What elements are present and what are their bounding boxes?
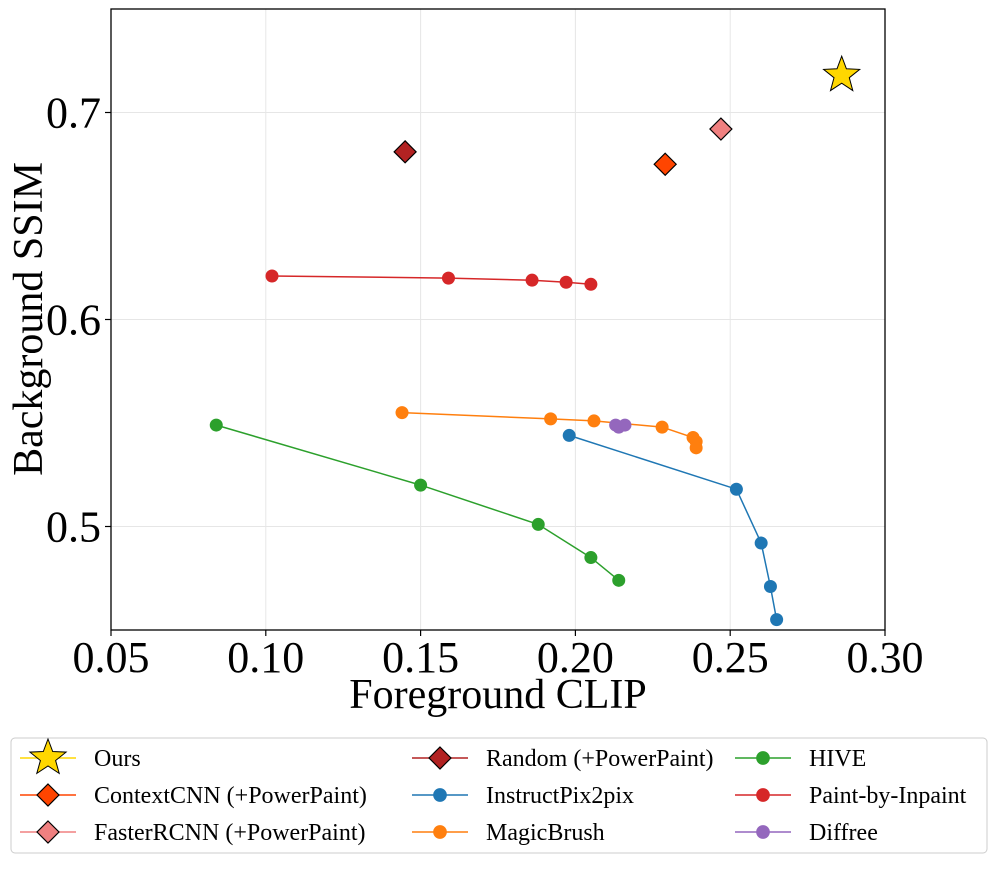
y-tick-label: 0.5 — [46, 503, 101, 552]
y-tick-label: 0.6 — [46, 296, 101, 345]
data-point — [709, 117, 733, 141]
x-tick-label: 0.25 — [692, 633, 769, 682]
data-point — [587, 414, 601, 428]
grid — [110, 9, 886, 630]
data-point — [653, 152, 678, 177]
legend-label: Paint-by-Inpaint — [809, 783, 967, 809]
legend-item: HIVE — [735, 746, 866, 772]
y-tick-label: 0.7 — [46, 89, 101, 138]
legend-item: Random (+PowerPaint) — [412, 746, 714, 772]
series — [209, 54, 862, 627]
data-point — [544, 412, 558, 426]
legend-marker — [756, 825, 770, 839]
series-instructpix2pix — [562, 428, 784, 627]
x-axis-label: Foreground CLIP — [349, 672, 647, 718]
series-line — [216, 424, 620, 581]
data-point — [729, 482, 743, 496]
series-contextcnn-powerpaint — [653, 152, 678, 177]
data-point — [655, 420, 669, 434]
legend-item: Diffree — [735, 820, 878, 846]
y-axis-label: Background SSIM — [6, 162, 52, 476]
legend-marker — [756, 751, 770, 765]
data-point — [393, 139, 417, 164]
legend-label: Diffree — [809, 820, 878, 846]
data-point — [209, 418, 223, 432]
legend-label: MagicBrush — [486, 820, 605, 846]
legend-marker — [36, 783, 60, 807]
data-point — [822, 54, 862, 92]
data-point — [414, 478, 428, 492]
data-point — [584, 551, 598, 565]
series-hive — [209, 418, 626, 587]
legend-item: ContextCNN (+PowerPaint) — [20, 783, 367, 809]
data-point — [559, 275, 573, 289]
data-point — [763, 580, 777, 594]
legend-item: FasterRCNN (+PowerPaint) — [20, 820, 366, 846]
legend-label: InstructPix2pix — [486, 783, 634, 809]
data-point — [562, 428, 576, 442]
series-diffree — [609, 418, 632, 434]
data-point — [689, 441, 703, 455]
data-point — [770, 613, 784, 627]
legend-item: MagicBrush — [412, 820, 605, 846]
series-magicbrush — [395, 406, 703, 455]
data-point — [265, 269, 279, 283]
data-point — [441, 271, 455, 285]
legend-item: InstructPix2pix — [412, 783, 634, 809]
legend-label: FasterRCNN (+PowerPaint) — [94, 820, 366, 846]
legend-marker — [428, 746, 452, 770]
series-ours — [822, 54, 862, 92]
legend-marker — [433, 788, 447, 802]
data-point — [754, 536, 768, 550]
legend-label: HIVE — [809, 746, 866, 772]
legend: Ours ContextCNN (+PowerPaint) FasterRCNN (… — [10, 737, 988, 854]
x-tick-label: 0.10 — [227, 633, 304, 682]
legend-item: Ours — [20, 737, 141, 775]
data-point — [612, 573, 626, 587]
legend-frame — [10, 737, 988, 854]
legend-label: Random (+PowerPaint) — [486, 746, 714, 772]
legend-marker — [28, 737, 68, 775]
series-line — [271, 275, 591, 286]
x-tick-label: 0.15 — [382, 633, 459, 682]
data-point — [618, 418, 632, 432]
data-point — [584, 277, 598, 291]
series-random-powerpaint — [393, 139, 417, 164]
legend-label: ContextCNN (+PowerPaint) — [94, 783, 367, 809]
series-line — [568, 434, 778, 620]
x-tick-label: 0.05 — [73, 633, 150, 682]
series-paint-by-inpaint — [265, 269, 598, 291]
axis-ticks: 0.05 0.10 0.15 0.20 0.25 0.30 0.5 0.6 0.7 — [46, 89, 924, 683]
data-point — [395, 406, 409, 420]
legend-marker — [756, 788, 770, 802]
x-tick-label: 0.30 — [847, 633, 924, 682]
x-tick-label: 0.20 — [537, 633, 614, 682]
legend-label: Ours — [94, 746, 141, 772]
data-point — [525, 273, 539, 287]
series-fasterrcnn-powerpaint — [709, 117, 733, 141]
data-point — [531, 517, 545, 531]
legend-marker — [433, 825, 447, 839]
legend-marker — [36, 820, 60, 844]
legend-item: Paint-by-Inpaint — [735, 783, 967, 809]
